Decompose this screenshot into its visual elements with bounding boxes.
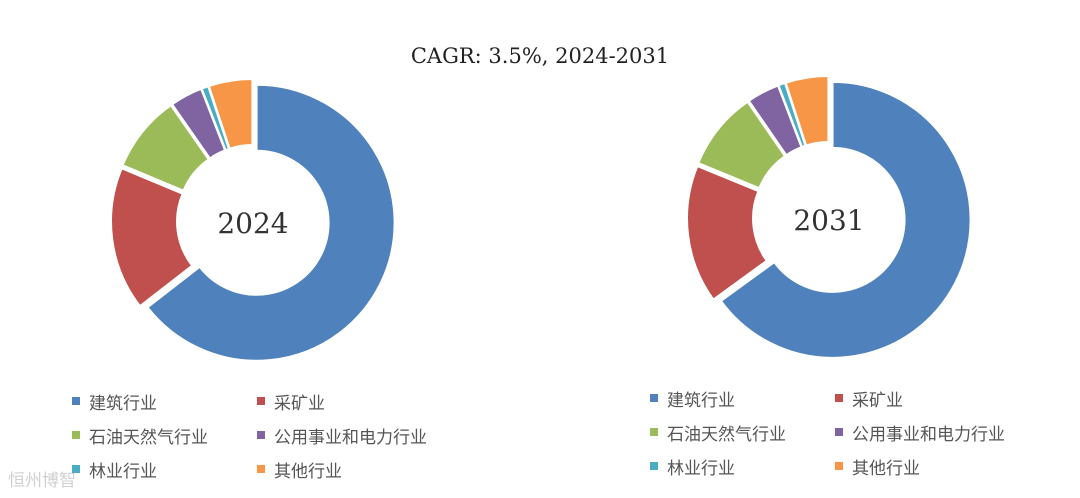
- legend-item: 其他行业: [257, 457, 492, 482]
- center-label: 2024: [217, 207, 288, 240]
- legend-2024: 建筑行业 采矿业石油天然气行业 公用事业和电力行业林业行业 其他行业: [72, 389, 492, 482]
- donut-2031-slice-5: [784, 75, 830, 147]
- donut-2024-slice-2: [121, 103, 211, 193]
- legend-item: 建筑行业: [72, 389, 257, 414]
- legend-swatch: [257, 397, 265, 405]
- legend-label: 建筑行业: [667, 390, 735, 411]
- legend-item: 公用事业和电力行业: [835, 420, 1070, 445]
- legend-label: 其他行业: [274, 461, 342, 482]
- legend-label: 石油天然气行业: [667, 424, 786, 445]
- legend-swatch: [835, 428, 843, 436]
- legend-swatch: [72, 397, 80, 405]
- legend-item: 林业行业: [650, 454, 835, 479]
- legend-swatch: [72, 465, 80, 473]
- donut-2031-slice-0: [719, 80, 972, 359]
- legend-label: 建筑行业: [89, 393, 157, 414]
- legend-swatch: [835, 394, 843, 402]
- legend-item: 石油天然气行业: [72, 423, 257, 448]
- legend-swatch: [650, 428, 658, 436]
- legend-label: 公用事业和电力行业: [274, 427, 427, 448]
- donut-2031: 2031: [686, 75, 972, 359]
- donut-2024: 2024: [110, 78, 396, 362]
- legend-label: 石油天然气行业: [89, 427, 208, 448]
- legend-swatch: [835, 462, 843, 470]
- legend-label: 林业行业: [89, 461, 157, 482]
- donut-2024-slice-5: [207, 78, 254, 150]
- donut-2024-slice-0: [146, 83, 396, 362]
- donut-2031-slice-1: [686, 164, 769, 301]
- legend-item: 建筑行业: [650, 386, 835, 411]
- legend-label: 林业行业: [667, 458, 735, 479]
- legend-swatch: [72, 431, 80, 439]
- legend-item: 采矿业: [257, 389, 492, 414]
- donut-2031-slice-2: [696, 100, 787, 190]
- watermark-logo: 恒州博智: [8, 471, 76, 491]
- legend-item: 其他行业: [835, 454, 1070, 479]
- legend-label: 其他行业: [852, 458, 920, 479]
- legend-item: 林业行业: [72, 457, 257, 482]
- legend-label: 采矿业: [274, 393, 325, 414]
- legend-item: 公用事业和电力行业: [257, 423, 492, 448]
- legend-swatch: [257, 465, 265, 473]
- legend-swatch: [650, 394, 658, 402]
- legend-item: 石油天然气行业: [650, 420, 835, 445]
- legend-swatch: [257, 431, 265, 439]
- chart-title: CAGR: 3.5%, 2024-2031: [410, 44, 670, 68]
- center-label: 2031: [793, 204, 864, 237]
- legend-label: 采矿业: [852, 390, 903, 411]
- legend-item: 采矿业: [835, 386, 1070, 411]
- legend-2031: 建筑行业 采矿业石油天然气行业 公用事业和电力行业林业行业 其他行业: [650, 386, 1070, 479]
- donut-2024-slice-1: [110, 167, 194, 308]
- legend-label: 公用事业和电力行业: [852, 424, 1005, 445]
- legend-swatch: [650, 462, 658, 470]
